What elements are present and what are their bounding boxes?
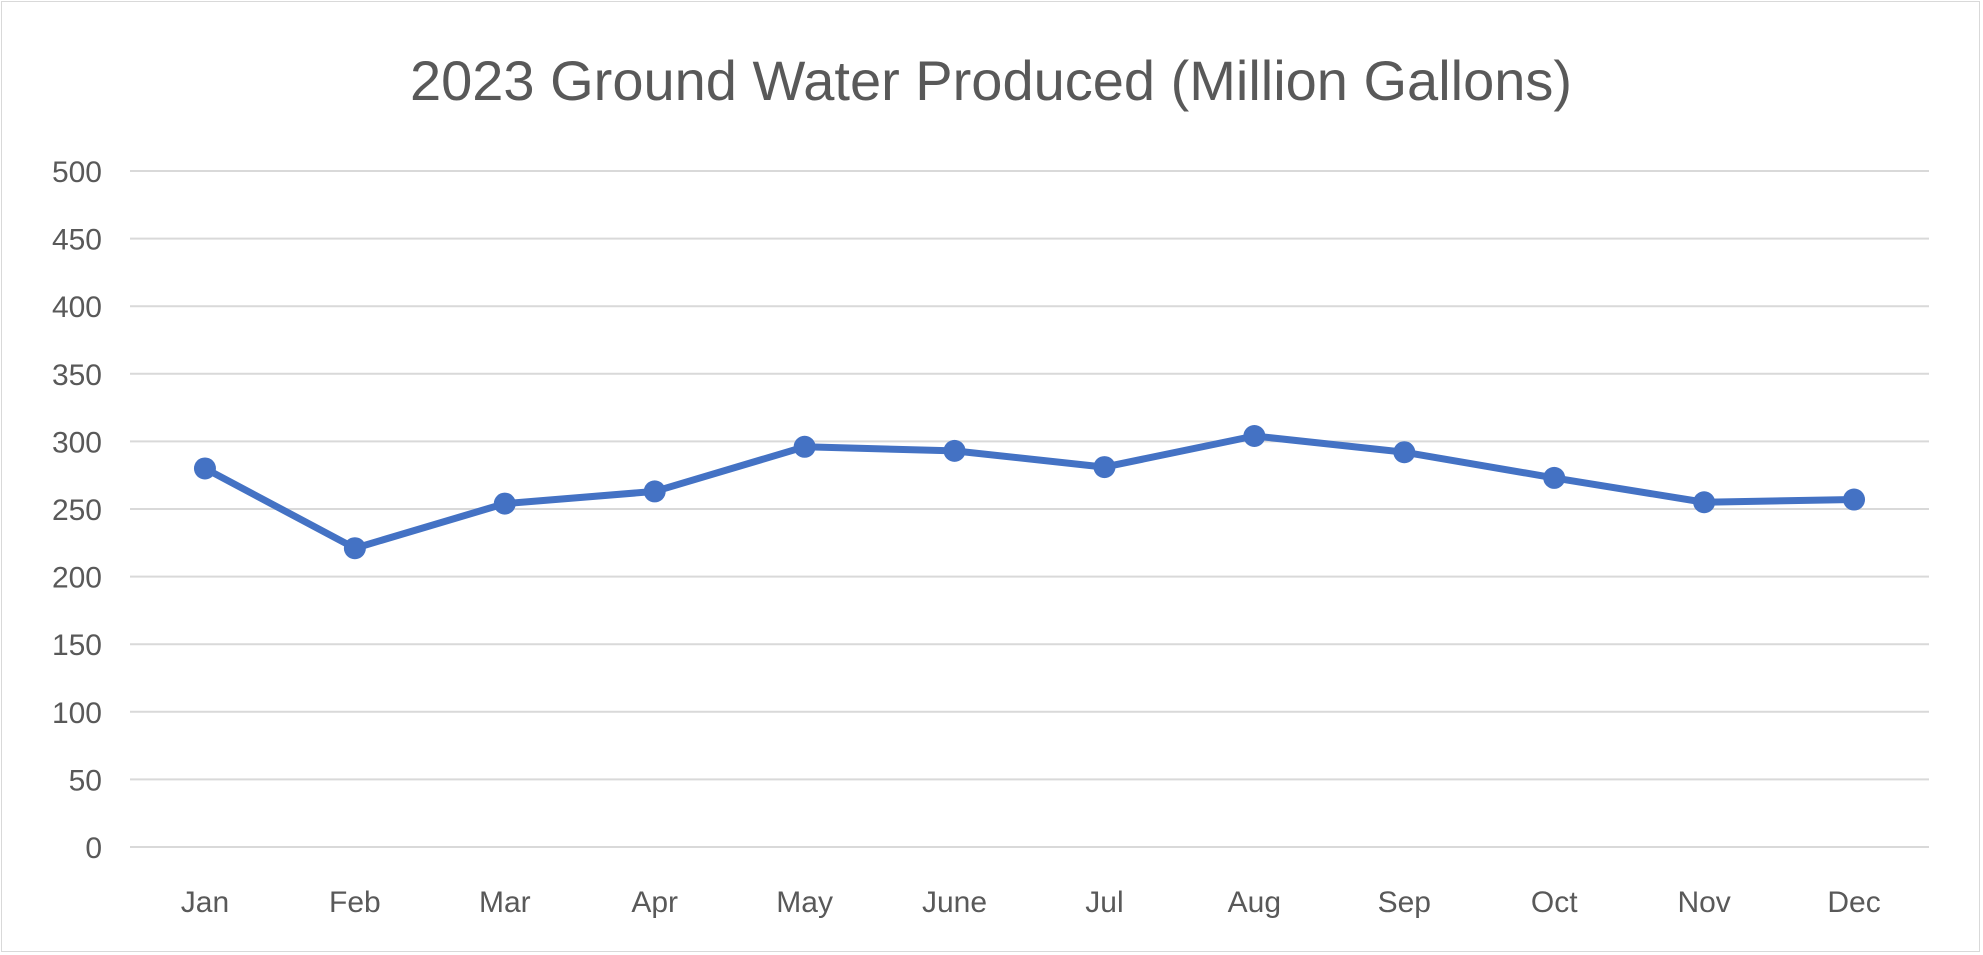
data-point	[343, 537, 366, 560]
y-tick-label: 0	[85, 832, 102, 865]
x-tick-label: Aug	[1228, 886, 1281, 919]
x-tick-label: Jan	[181, 886, 229, 919]
x-tick-label: Nov	[1677, 886, 1730, 919]
x-tick-label: Apr	[631, 886, 678, 919]
x-tick-label: Mar	[479, 886, 531, 919]
data-point	[643, 480, 666, 503]
data-point	[1843, 488, 1866, 511]
y-tick-label: 350	[52, 359, 102, 392]
data-point	[193, 457, 216, 480]
x-tick-label: Feb	[329, 886, 381, 919]
data-point	[493, 492, 516, 515]
x-tick-label: Dec	[1827, 886, 1880, 919]
data-point	[793, 435, 816, 458]
y-tick-label: 50	[69, 764, 102, 797]
y-tick-label: 150	[52, 629, 102, 662]
x-tick-label: Sep	[1378, 886, 1431, 919]
data-point	[943, 439, 966, 462]
data-point	[1543, 466, 1566, 489]
y-tick-label: 300	[52, 426, 102, 459]
y-tick-label: 200	[52, 562, 102, 595]
x-tick-label: June	[922, 886, 987, 919]
y-tick-label: 450	[52, 224, 102, 257]
y-tick-label: 250	[52, 494, 102, 527]
data-point	[1093, 456, 1116, 479]
chart-title: 2023 Ground Water Produced (Million Gall…	[410, 49, 1572, 112]
y-tick-label: 400	[52, 291, 102, 324]
series-line	[201, 432, 1858, 552]
data-point	[1693, 491, 1716, 514]
x-tick-label: May	[776, 886, 833, 919]
data-point	[1393, 441, 1416, 464]
y-tick-label: 500	[52, 156, 102, 189]
x-tick-label: Oct	[1531, 886, 1578, 919]
y-tick-label: 100	[52, 697, 102, 730]
data-point	[1243, 424, 1266, 447]
x-tick-label: Jul	[1085, 886, 1123, 919]
